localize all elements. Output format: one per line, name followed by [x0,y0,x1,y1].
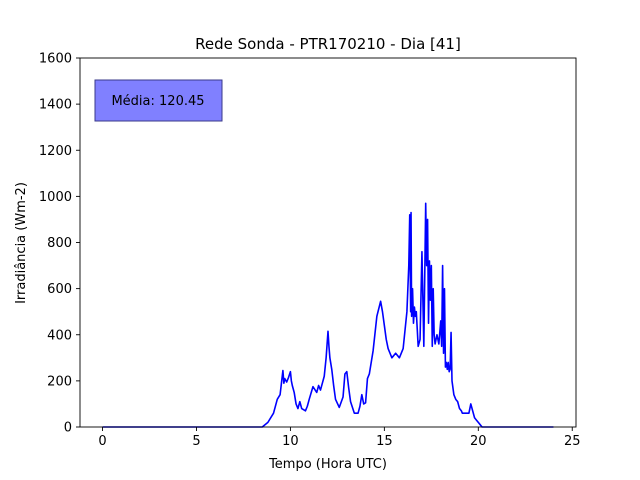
x-tick-label: 10 [282,434,299,449]
series-line-0 [102,202,554,428]
x-tick-label: 5 [192,434,200,449]
y-tick-label: 1400 [39,98,72,113]
x-axis-label: Tempo (Hora UTC) [268,457,387,472]
x-tick-label: 25 [564,434,581,449]
x-tick-label: 0 [98,434,106,449]
x-tick-label: 15 [376,434,393,449]
mean-annotation-box [94,79,223,122]
y-tick-label: 600 [47,282,72,297]
y-tick-label: 800 [47,236,72,251]
mean-annotation: Média: 120.45 [94,79,223,122]
y-tick-label: 200 [47,374,72,389]
y-tick-label: 1000 [39,190,72,205]
y-axis-label: Irradiância (Wm-2) [14,182,29,304]
y-tick-label: 400 [47,328,72,343]
chart-title: Rede Sonda - PTR170210 - Dia [41] [195,35,461,53]
y-axis-ticks: 0 200 400 600 800 1000 1200 1400 1600 [39,52,80,436]
y-tick-label: 0 [64,421,72,436]
y-tick-label: 1200 [39,144,72,159]
mean-annotation-text: Média: 120.45 [111,94,204,109]
x-tick-label: 20 [470,434,487,449]
y-tick-label: 1600 [39,52,72,67]
x-axis-ticks: 0 5 10 15 20 25 [98,427,581,449]
